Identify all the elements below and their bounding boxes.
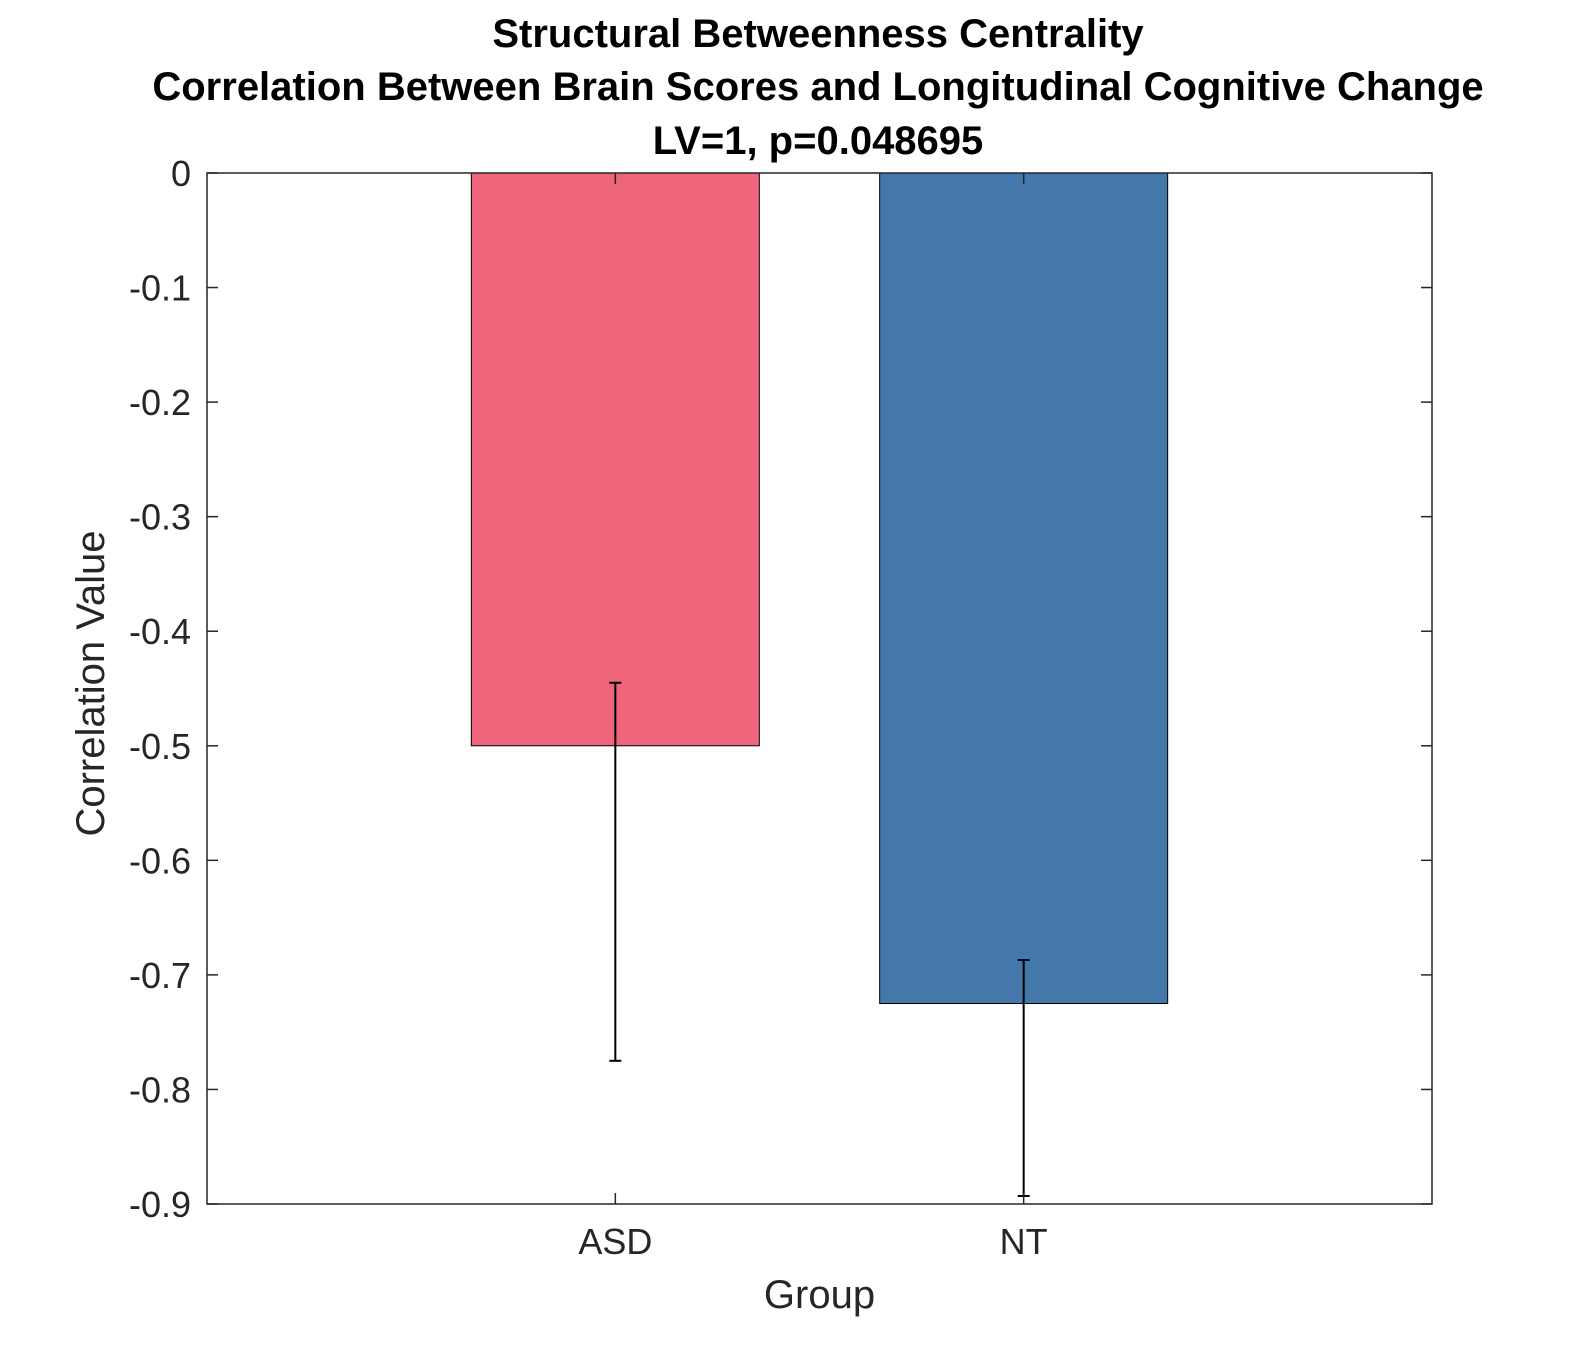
bar-asd <box>470 172 760 747</box>
y-tick-label: -0.2 <box>129 382 191 423</box>
title-line-3: LV=1, p=0.048695 <box>653 119 984 163</box>
y-axis-label: Correlation Value <box>69 530 113 836</box>
y-tick-label: -0.5 <box>129 726 191 767</box>
y-tick-label: -0.7 <box>129 955 191 996</box>
title-line-2: Correlation Between Brain Scores and Lon… <box>152 65 1483 109</box>
y-tick-labels: 0 -0.1 -0.2 -0.3 -0.4 -0.5 -0.6 -0.7 -0.8 -0.9 <box>129 153 191 1225</box>
x-axis-label: Group <box>764 1273 875 1317</box>
error-bar-asd <box>609 681 622 1062</box>
y-tick-label: 0 <box>171 153 191 194</box>
y-tick-label: -0.6 <box>129 840 191 881</box>
y-tick-label: -0.8 <box>129 1069 191 1110</box>
y-tick-label: -0.1 <box>129 268 191 309</box>
x-tick-labels: ASD NT <box>578 1221 1047 1262</box>
plot-frame <box>206 172 1433 1205</box>
chart-title: Structural Betweenness Centrality Correl… <box>152 12 1483 163</box>
y-tick-label: -0.4 <box>129 611 191 652</box>
y-tick-label: -0.9 <box>129 1184 191 1225</box>
x-tick-label-asd: ASD <box>578 1221 652 1262</box>
y-tick-label: -0.3 <box>129 497 191 538</box>
bar-nt <box>879 172 1169 1005</box>
title-line-1: Structural Betweenness Centrality <box>492 12 1144 56</box>
x-tick-label-nt: NT <box>1000 1221 1048 1262</box>
axis-ticks <box>207 172 1432 1205</box>
bars <box>470 172 1169 1005</box>
